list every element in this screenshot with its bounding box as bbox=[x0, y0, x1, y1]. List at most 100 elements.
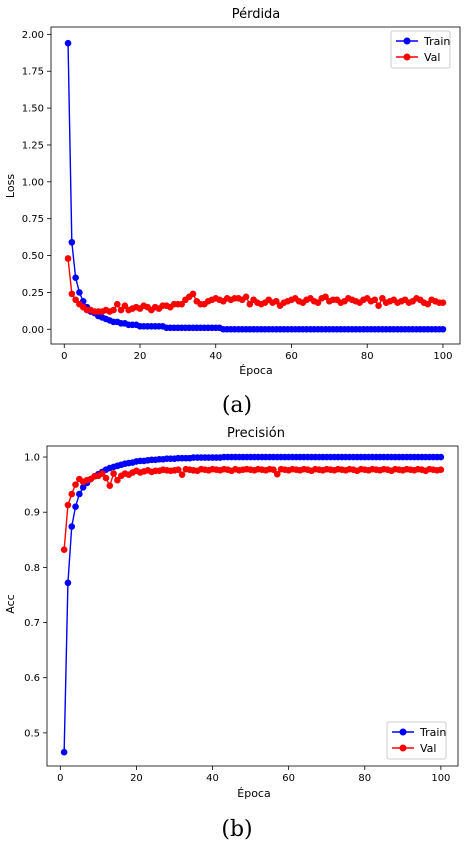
legend-marker-train bbox=[403, 37, 411, 45]
data-point-val bbox=[270, 466, 277, 474]
legend: Train Val bbox=[390, 30, 451, 69]
loss-chart-plot-area bbox=[64, 39, 447, 333]
data-point-train bbox=[439, 325, 447, 333]
plot-frame bbox=[50, 26, 461, 345]
data-point-val bbox=[64, 255, 72, 262]
data-point-val bbox=[273, 297, 280, 305]
y-tick-label: 1.25 bbox=[22, 140, 44, 151]
data-point-val bbox=[110, 306, 117, 314]
series-line-train bbox=[63, 456, 441, 753]
legend-label-train: Train bbox=[423, 35, 450, 48]
x-tick-label: 40 bbox=[209, 351, 222, 362]
data-point-train bbox=[64, 39, 72, 47]
data-point-train bbox=[76, 289, 83, 296]
data-point-val bbox=[439, 299, 447, 307]
y-tick-label: 0.25 bbox=[22, 288, 44, 299]
data-point-train bbox=[72, 503, 79, 510]
data-point-val bbox=[72, 296, 79, 304]
caption-a: (a) bbox=[222, 393, 252, 418]
x-tick-label: 80 bbox=[361, 351, 374, 362]
data-point-train bbox=[76, 490, 83, 498]
data-point-train bbox=[68, 238, 76, 246]
x-tick-label: 0 bbox=[57, 773, 63, 784]
data-point-val bbox=[242, 293, 250, 301]
series-line-train bbox=[67, 43, 443, 330]
data-point-val bbox=[113, 300, 121, 308]
loss-chart: Pérdida 0 20 40 60 80 100 0.00 0.25 0.50 0.75 1.00… bbox=[4, 7, 461, 418]
y-axis-label: Acc bbox=[4, 594, 17, 613]
x-tick-label: 60 bbox=[282, 773, 295, 784]
y-tick-label: 0.00 bbox=[22, 325, 44, 336]
legend-label-val: Val bbox=[420, 742, 436, 755]
data-point-val bbox=[98, 470, 106, 477]
x-tick-label: 100 bbox=[433, 351, 452, 362]
data-point-val bbox=[106, 482, 114, 490]
x-tick-label: 100 bbox=[431, 773, 450, 784]
legend: Train Val bbox=[386, 721, 447, 760]
chart-title: Precisión bbox=[227, 426, 285, 441]
data-point-val bbox=[379, 294, 386, 302]
data-point-val bbox=[322, 293, 329, 301]
y-tick-label: 0.9 bbox=[24, 508, 40, 519]
data-point-val bbox=[174, 466, 182, 474]
accuracy-chart-axes: 0 20 40 60 80 100 0.5 0.6 0.7 0.8 0.9 1.0 bbox=[24, 445, 459, 784]
data-point-train bbox=[437, 453, 445, 461]
y-tick-label: 2.00 bbox=[22, 30, 44, 41]
data-point-val bbox=[68, 490, 76, 498]
series-line-val bbox=[63, 468, 441, 550]
x-tick-label: 0 bbox=[61, 351, 67, 362]
y-tick-label: 0.6 bbox=[24, 673, 40, 684]
legend-marker-train bbox=[399, 728, 407, 736]
caption-b: (b) bbox=[221, 817, 252, 842]
x-tick-label: 60 bbox=[285, 351, 298, 362]
data-point-train bbox=[72, 274, 79, 281]
data-point-val bbox=[60, 546, 68, 554]
data-point-val bbox=[102, 474, 110, 482]
chart-title: Pérdida bbox=[232, 7, 281, 22]
x-tick-label: 40 bbox=[206, 773, 219, 784]
legend-label-val: Val bbox=[424, 51, 440, 64]
data-point-val bbox=[437, 466, 445, 474]
data-point-train bbox=[79, 484, 87, 491]
data-point-val bbox=[371, 296, 379, 304]
data-point-val bbox=[117, 306, 125, 314]
data-point-val bbox=[314, 299, 322, 307]
x-tick-label: 80 bbox=[358, 773, 371, 784]
data-point-val bbox=[375, 302, 382, 309]
y-tick-label: 0.50 bbox=[22, 251, 44, 262]
legend-marker-val bbox=[399, 744, 407, 752]
data-point-val bbox=[246, 300, 254, 308]
legend-marker-val bbox=[403, 53, 411, 61]
y-tick-label: 1.50 bbox=[22, 104, 44, 115]
y-tick-label: 0.75 bbox=[22, 214, 44, 225]
legend-label-train: Train bbox=[419, 726, 446, 739]
x-tick-label: 20 bbox=[134, 351, 147, 362]
data-point-val bbox=[424, 300, 432, 308]
data-point-val bbox=[178, 471, 186, 478]
data-point-train bbox=[64, 579, 72, 587]
y-tick-label: 0.8 bbox=[24, 563, 40, 574]
x-axis-label: Época bbox=[239, 364, 272, 377]
data-point-train bbox=[60, 748, 68, 756]
y-tick-label: 1.00 bbox=[22, 177, 44, 188]
data-point-val bbox=[114, 476, 121, 484]
y-axis-label: Loss bbox=[4, 174, 17, 198]
data-point-val bbox=[110, 470, 117, 477]
y-tick-label: 0.5 bbox=[24, 728, 40, 739]
y-tick-label: 0.7 bbox=[24, 618, 40, 629]
data-point-train bbox=[68, 523, 76, 530]
accuracy-chart-plot-area bbox=[60, 453, 445, 756]
data-point-val bbox=[273, 470, 281, 478]
data-point-val bbox=[121, 302, 129, 309]
y-tick-label: 1.75 bbox=[22, 67, 44, 78]
x-tick-label: 20 bbox=[130, 773, 143, 784]
x-axis-label: Época bbox=[237, 787, 270, 800]
data-point-val bbox=[189, 290, 197, 298]
data-point-val bbox=[178, 300, 185, 308]
accuracy-chart: Precisión 0 20 40 60 80 100 0.5 0.6 0.7 0.8 0.9 1.0… bbox=[4, 426, 459, 842]
y-tick-label: 1.0 bbox=[24, 453, 40, 464]
plot-frame bbox=[46, 445, 459, 767]
data-point-val bbox=[68, 290, 76, 298]
data-point-val bbox=[64, 501, 72, 509]
